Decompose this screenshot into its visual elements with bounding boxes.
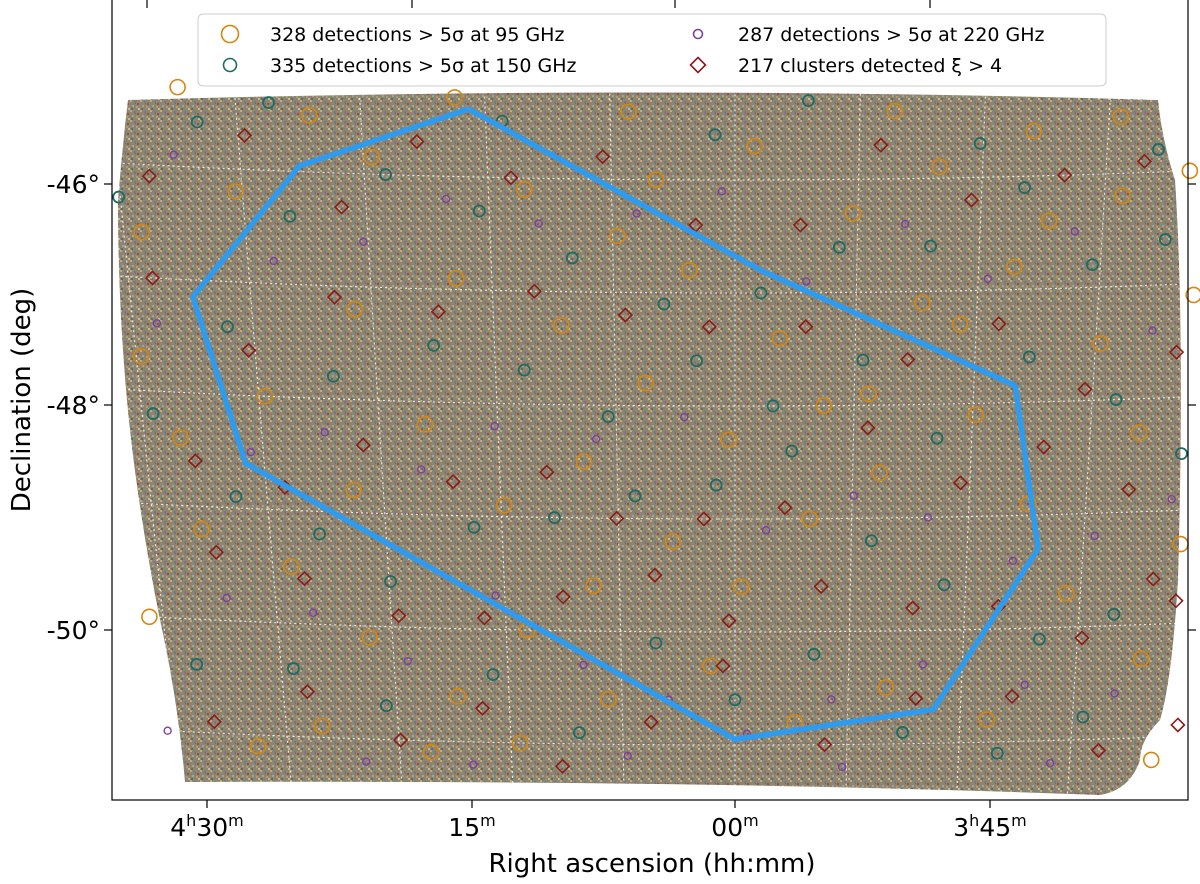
y-tick-label: -50° [47,616,100,645]
legend-entry-label: 217 clusters detected ξ > 4 [738,55,1002,77]
legend-entry-label: 335 detections > 5σ at 150 GHz [270,55,577,77]
x-axis-label: Right ascension (hh:mm) [488,849,815,879]
detection-95ghz-point [142,609,157,624]
y-axis-label: Declination (deg) [7,288,37,513]
cluster-point [1171,718,1184,731]
detection-220ghz-point [164,727,171,734]
detection-95ghz-point [170,80,185,95]
x-tick-label: 00m [711,811,758,842]
y-tick-label: -46° [47,170,100,199]
detection-95ghz-point [1182,163,1197,178]
legend-entry-label: 328 detections > 5σ at 95 GHz [270,24,564,46]
detection-95ghz-point [1144,752,1159,767]
y-tick-label: -48° [47,391,100,420]
x-tick-label: 4h30m [170,811,243,842]
x-tick-label: 3h45m [953,811,1026,842]
legend-entry-label: 287 detections > 5σ at 220 GHz [738,24,1045,46]
x-tick-label: 15m [448,811,495,842]
